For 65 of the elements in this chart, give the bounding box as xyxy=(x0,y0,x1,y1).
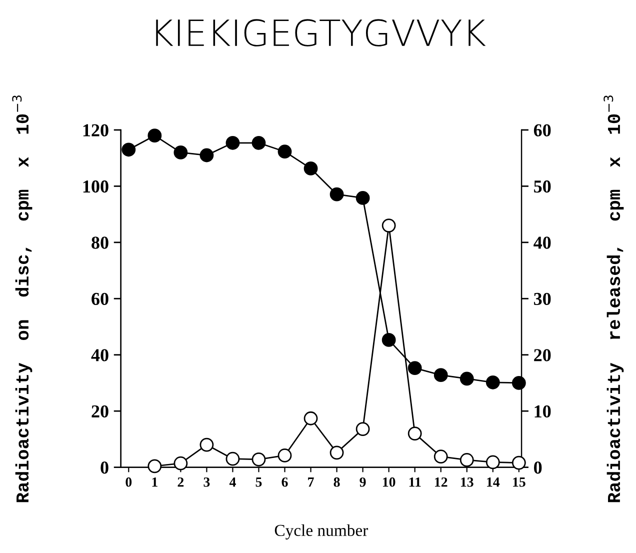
y-tick-label: 100 xyxy=(83,180,108,193)
point xyxy=(122,142,136,157)
point xyxy=(148,459,162,474)
y2-tick-label: 0 xyxy=(534,462,542,474)
point xyxy=(486,375,500,390)
x-tick-label: 13 xyxy=(461,477,474,487)
y-tick-label: 0 xyxy=(100,462,108,474)
x-tick-label: 11 xyxy=(409,477,421,487)
y2-axis-title: Radioactivity released, cpm x 10$^{−3}$ xyxy=(604,96,624,502)
point xyxy=(512,456,526,470)
x-axis-title: Cycle number xyxy=(274,524,368,540)
point xyxy=(330,187,344,202)
x-tick-label: 0 xyxy=(126,477,132,487)
point xyxy=(382,333,396,347)
point xyxy=(512,376,526,390)
y2-tick-label: 40 xyxy=(534,236,551,249)
point xyxy=(278,448,292,462)
point xyxy=(278,144,292,159)
y-tick-label: 20 xyxy=(92,405,108,418)
point xyxy=(200,148,214,162)
chart-title: KIEKIGEGTYGVVYK xyxy=(156,19,486,46)
x-tick-label: 12 xyxy=(435,477,448,487)
y2-tick-label: 50 xyxy=(534,180,551,193)
y-tick-label: 120 xyxy=(83,124,108,136)
point xyxy=(226,136,240,150)
point xyxy=(252,452,266,466)
x-tick-label: 14 xyxy=(487,477,500,487)
y-tick-label: 60 xyxy=(92,292,108,306)
x-tick-label: 8 xyxy=(334,477,340,487)
x-tick-label: 1 xyxy=(152,477,158,487)
point xyxy=(148,128,162,143)
point xyxy=(434,450,448,464)
y-tick-label: 80 xyxy=(92,236,108,249)
point xyxy=(252,136,266,150)
x-tick-label: 7 xyxy=(308,478,314,487)
point xyxy=(304,162,318,176)
point xyxy=(200,438,214,452)
point xyxy=(356,191,370,205)
point xyxy=(460,453,474,467)
point xyxy=(408,426,422,440)
point xyxy=(382,218,396,232)
point xyxy=(304,411,318,426)
point xyxy=(486,455,500,470)
point xyxy=(434,368,448,382)
x-tick-label: 4 xyxy=(229,478,236,487)
y2-tick-label: 60 xyxy=(534,124,551,136)
x-tick-label: 5 xyxy=(256,478,262,487)
y-axis-title: Radioactivity on disc, cpm x 10$^{−3}$ xyxy=(12,96,32,502)
x-tick-label: 9 xyxy=(360,477,366,487)
y-tick-label: 40 xyxy=(91,349,108,362)
y2-tick-label: 20 xyxy=(534,349,551,362)
y2-tick-label: 10 xyxy=(534,405,551,418)
point xyxy=(174,146,188,160)
point xyxy=(174,456,188,470)
x-tick-label: 10 xyxy=(382,477,396,487)
x-tick-label: 2 xyxy=(178,477,184,487)
x-tick-label: 15 xyxy=(513,477,526,487)
point xyxy=(408,361,422,375)
point xyxy=(460,372,474,386)
x-tick-label: 3 xyxy=(204,477,210,487)
x-tick-label: 6 xyxy=(282,477,288,487)
point xyxy=(356,422,370,436)
point xyxy=(330,446,344,460)
point xyxy=(226,452,240,466)
y2-tick-label: 30 xyxy=(534,292,551,306)
